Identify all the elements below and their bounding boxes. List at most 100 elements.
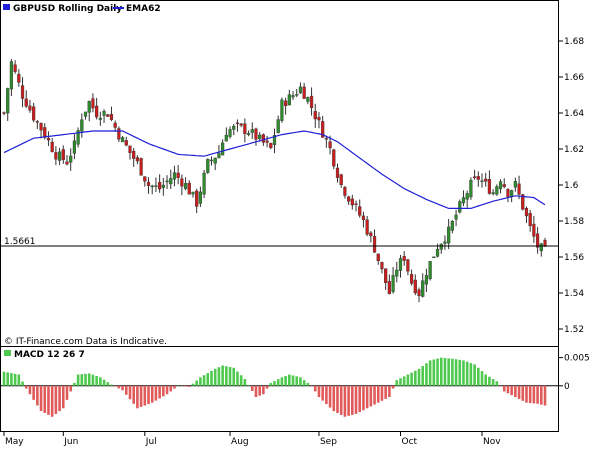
candle-body [461, 197, 466, 204]
macd-bar [369, 385, 373, 407]
macd-title: MACD 12 26 7 [14, 350, 85, 360]
candle-body [280, 99, 284, 121]
macd-bar [121, 385, 124, 391]
candle-body [517, 183, 521, 195]
macd-bar [61, 385, 65, 409]
macd-bar [391, 385, 395, 389]
candle-body [165, 180, 169, 183]
title-marker-icon [3, 4, 10, 10]
x-tick-label: Sep [320, 437, 337, 447]
macd-bar [162, 385, 165, 397]
macd-bar [376, 385, 380, 403]
price-tick-label: 1.54 [564, 289, 584, 299]
macd-bar [10, 373, 13, 386]
chart-title: GBPUSD Rolling Daily [13, 4, 122, 14]
macd-bar [510, 385, 513, 396]
macd-bar [539, 385, 543, 405]
candle-body [69, 155, 73, 163]
candle-body [80, 119, 84, 132]
candle-body [39, 122, 43, 131]
candle-body [491, 192, 495, 195]
macd-histogram [2, 357, 547, 417]
macd-bar [284, 375, 287, 386]
candle-body [324, 138, 328, 140]
candle-body [480, 180, 484, 182]
macd-bar [354, 385, 358, 414]
candle-body [32, 106, 36, 121]
candle-body [135, 157, 139, 162]
macd-bar [454, 359, 458, 386]
candle-body [191, 191, 195, 195]
macd-bar [428, 360, 432, 386]
macd-bar [506, 385, 510, 394]
candle-body [339, 174, 343, 185]
macd-bar [280, 377, 284, 386]
macd-bar [517, 385, 521, 399]
candle-body [176, 172, 180, 178]
reference-line-label: 1.5661 [4, 237, 36, 247]
macd-bar [402, 376, 406, 386]
macd-bar [84, 373, 87, 386]
candle-body [535, 233, 540, 248]
macd-bar [432, 359, 436, 386]
candle-body [269, 143, 273, 149]
macd-bar [221, 365, 224, 386]
candle-body [298, 86, 303, 94]
candle-body [528, 213, 532, 227]
candle-body [276, 119, 280, 133]
candle-body [235, 122, 240, 125]
macd-bar [76, 374, 80, 386]
candle-body [309, 95, 314, 108]
candle-body [128, 145, 132, 154]
candle-body [524, 208, 529, 217]
macd-bar [154, 385, 158, 401]
macd-bar [173, 385, 176, 389]
candle-body [57, 151, 62, 161]
macd-bar [528, 385, 532, 404]
macd-bar [380, 385, 384, 401]
macd-bar [87, 373, 91, 386]
price-tick-label: 1.56 [564, 253, 584, 263]
candle-body [91, 98, 95, 109]
candle-body [132, 150, 136, 159]
macd-bar [239, 375, 243, 386]
macd-bar [39, 385, 43, 412]
candle-body [439, 243, 443, 250]
candle-body [291, 95, 295, 98]
candle-body [13, 64, 17, 72]
macd-bar [399, 378, 402, 386]
candle-body [502, 184, 506, 187]
candle-body [20, 85, 25, 99]
macd-bar [36, 385, 39, 406]
candle-body [376, 253, 380, 262]
macd-bar [225, 366, 228, 386]
macd-tick-label: 0 [564, 382, 570, 392]
candle-body [372, 236, 377, 253]
candle-body [50, 141, 54, 152]
macd-bar [143, 385, 147, 406]
macd-bar [202, 375, 206, 386]
candle-body [317, 116, 321, 121]
candle-body [258, 134, 262, 139]
macd-bar [358, 385, 362, 413]
macd-bar [258, 385, 261, 396]
macd-bar [443, 358, 447, 386]
candle-body [472, 176, 477, 179]
macd-bar [13, 373, 17, 386]
candle-body [395, 269, 399, 277]
candle-body [61, 149, 65, 161]
candle-body [180, 178, 184, 187]
macd-bar [106, 382, 110, 386]
macd-legend: MACD 12 26 7 [4, 350, 85, 360]
macd-bar [165, 385, 169, 395]
macd-bar [99, 377, 102, 386]
macd-bar [150, 385, 154, 403]
macd-bar [195, 380, 198, 386]
macd-bar [436, 358, 439, 386]
price-tick-label: 1.58 [564, 217, 584, 227]
macd-bar [117, 385, 121, 389]
candle-body [35, 121, 39, 123]
candle-body [24, 98, 28, 107]
candle-body [335, 167, 340, 178]
